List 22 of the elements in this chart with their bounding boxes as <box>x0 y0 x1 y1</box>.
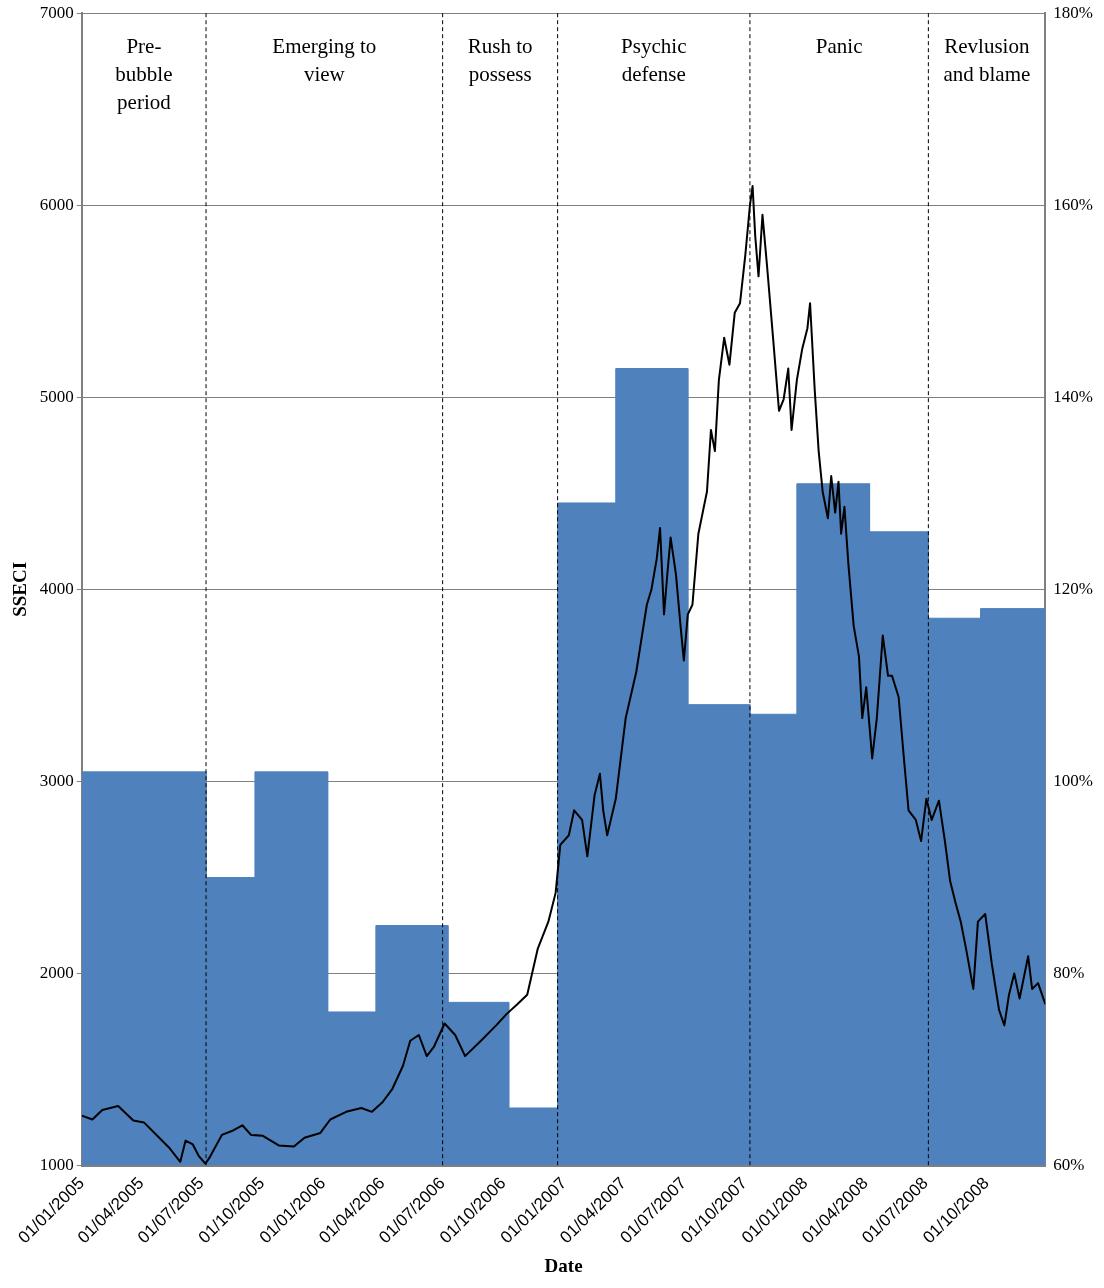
annotation: Rush to possess <box>467 34 533 87</box>
y2-tick-label: 180% <box>1053 2 1094 22</box>
y-axis-title: SSECI <box>9 561 31 617</box>
annotation: Panic <box>815 34 863 59</box>
y2-tick-label: 60% <box>1053 1155 1085 1175</box>
x-axis-title: Date <box>544 1254 583 1276</box>
y-tick-label: 6000 <box>39 194 74 214</box>
y2-tick-label: 80% <box>1053 963 1085 983</box>
y-tick-label: 2000 <box>39 963 74 983</box>
y-tick-label: 1000 <box>39 1155 74 1175</box>
y2-tick-label: 120% <box>1053 578 1094 598</box>
annotation: Pre- bubble period <box>115 34 173 115</box>
y-tick-label: 5000 <box>39 386 74 406</box>
y2-tick-label: 140% <box>1053 386 1094 406</box>
y-tick-label: 7000 <box>39 2 74 22</box>
annotation: Emerging to view <box>272 34 377 87</box>
y-tick-label: 3000 <box>39 770 74 790</box>
annotation: Revlusion and blame <box>943 34 1031 87</box>
y2-tick-label: 100% <box>1053 770 1094 790</box>
y2-tick-label: 160% <box>1053 194 1094 214</box>
y-tick-label: 4000 <box>39 578 74 598</box>
annotation: Psychic defense <box>621 34 687 87</box>
